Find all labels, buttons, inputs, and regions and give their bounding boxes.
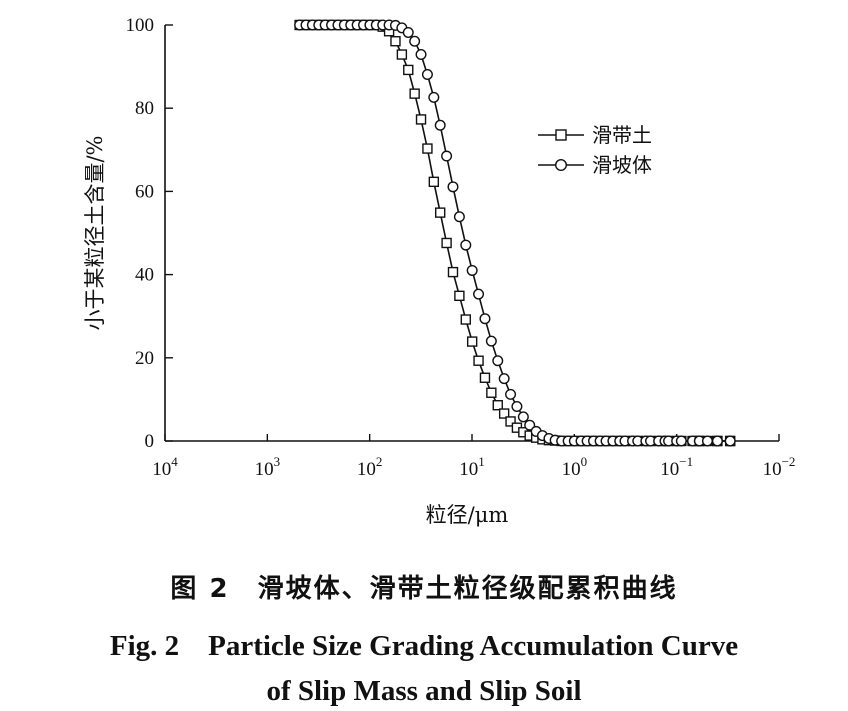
data-point-square (428, 176, 440, 188)
data-point-square (473, 355, 484, 366)
data-point-square (454, 290, 465, 302)
data-point-circle (492, 355, 504, 367)
legend-label: 滑带土 (592, 123, 652, 147)
data-point-square (422, 143, 433, 154)
data-point-square (441, 237, 452, 249)
data-point-square (409, 88, 420, 99)
y-tick-label: 60 (135, 181, 154, 202)
data-point-square (486, 387, 497, 398)
data-point-circle (724, 435, 736, 447)
y-tick-label: 0 (145, 431, 155, 452)
x-tick-label: 101 (459, 454, 485, 480)
series-line (299, 24, 731, 442)
data-point-square (498, 408, 510, 419)
data-point-circle (517, 411, 529, 423)
data-point-circle (460, 239, 472, 251)
data-point-circle (505, 388, 517, 400)
data-point-circle (428, 91, 440, 103)
data-point-circle (415, 49, 427, 61)
data-point-circle (479, 313, 491, 325)
data-point-circle (441, 150, 453, 162)
data-point-square (505, 416, 516, 427)
x-tick-label: 10−2 (763, 454, 796, 480)
data-point-circle (434, 119, 446, 131)
data-point-square (403, 64, 414, 76)
y-tick-label: 80 (135, 98, 154, 119)
legend-marker-square (555, 129, 567, 141)
y-tick-label: 100 (126, 15, 155, 36)
data-point-circle (524, 419, 536, 431)
series-2 (294, 19, 736, 447)
data-point-square (396, 49, 408, 60)
data-point-circle (498, 373, 510, 385)
data-point-square (466, 336, 478, 347)
y-tick-label: 40 (135, 265, 154, 286)
figure-caption-en-line1: Fig. 2 Particle Size Grading Accumulatio… (109, 630, 739, 662)
data-point-circle (466, 264, 478, 276)
data-point-circle (421, 69, 433, 81)
data-point-square (390, 36, 401, 47)
y-axis-title: 小于某粒径土含量/% (83, 135, 107, 330)
series-1 (294, 19, 736, 447)
data-point-square (479, 372, 491, 383)
data-point-circle (409, 35, 421, 47)
x-tick-label: 103 (255, 454, 281, 480)
figure-caption-en-line2: of Slip Mass and Slip Soil (266, 675, 582, 707)
figure-caption-zh: 图 2 滑坡体、滑带土粒径级配累积曲线 (170, 574, 678, 604)
data-point-circle (402, 26, 414, 38)
data-point-circle (675, 435, 687, 447)
legend-marker-circle (555, 158, 568, 171)
x-tick-label: 104 (152, 454, 178, 480)
data-point-square (415, 114, 427, 125)
data-point-circle (447, 181, 459, 193)
data-point-circle (511, 400, 523, 412)
data-point-circle (473, 288, 485, 300)
data-point-square (435, 207, 446, 218)
data-point-circle (485, 335, 497, 347)
x-tick-label: 10−1 (660, 454, 693, 480)
data-point-square (492, 400, 503, 411)
x-tick-label: 100 (562, 454, 588, 480)
legend-label: 滑坡体 (592, 153, 652, 177)
data-point-circle (711, 435, 723, 447)
series-line (299, 24, 731, 442)
data-point-circle (701, 435, 713, 447)
y-tick-label: 20 (135, 348, 154, 369)
x-axis-title: 粒径/μm (426, 503, 509, 527)
data-point-square (460, 314, 471, 325)
data-point-circle (453, 211, 465, 223)
grading-curve-chart: 0 20 40 60 80 100 104 103 102 101 100 10−1 10−2 粒径/μm… (83, 15, 796, 527)
x-tick-label: 102 (357, 454, 383, 480)
data-point-square (447, 266, 459, 278)
